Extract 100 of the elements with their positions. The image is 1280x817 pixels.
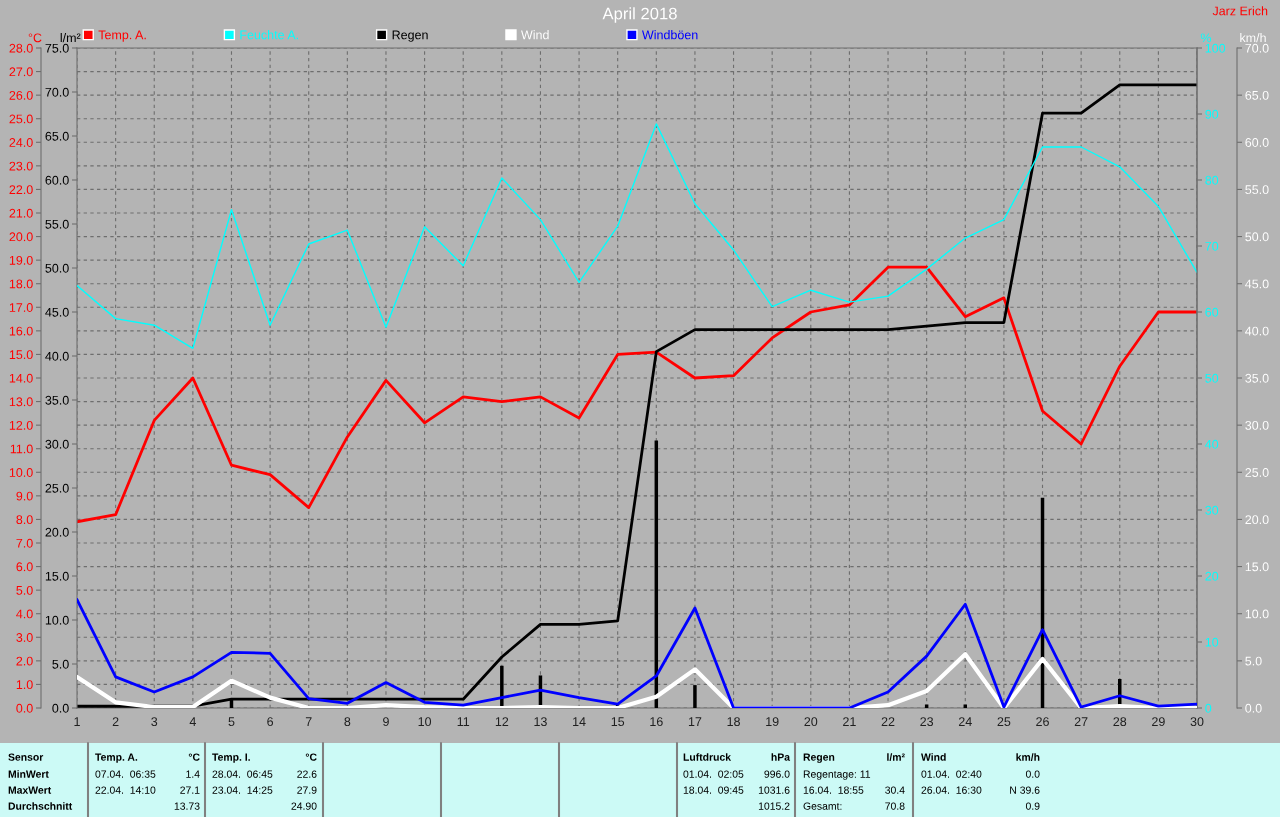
text: km/h 0.0 N 39.6 0.9 bbox=[1010, 753, 1040, 810]
y2-tick-label: 5.0 bbox=[52, 659, 69, 669]
y3-tick-label: 50 bbox=[1205, 373, 1219, 383]
y2-tick-label: 55.0 bbox=[45, 219, 69, 229]
text: l/m² 30.4 70.8 bbox=[885, 753, 905, 810]
y3-axis-title: % bbox=[1200, 33, 1212, 43]
y2-tick-label: 10.0 bbox=[45, 615, 69, 625]
y-tick-label: 24.0 bbox=[9, 138, 33, 147]
x-tick-label: 7 bbox=[305, 717, 312, 726]
y-tick-label: 5.0 bbox=[1245, 656, 1262, 666]
y-tick-label: 0.0 bbox=[16, 703, 33, 713]
text: Wind 01.04. 02:40 26.04. 16:30 bbox=[921, 753, 982, 794]
y2-tick-label: 50.0 bbox=[45, 263, 69, 273]
y2-tick-label: 45.0 bbox=[45, 307, 69, 317]
legend-label: Temp. A. bbox=[98, 30, 146, 42]
y-tick-label: 2.0 bbox=[16, 656, 33, 666]
y2-tick-label: 25.0 bbox=[45, 483, 69, 493]
y-tick-label: 9.0 bbox=[16, 491, 33, 501]
y2-tick-label: 20.0 bbox=[45, 527, 69, 537]
x-tick-label: 10 bbox=[418, 717, 432, 727]
x-tick-label: 5 bbox=[228, 717, 235, 727]
text: Luftdruck 01.04. 02:05 18.04. 09:45 bbox=[683, 753, 744, 794]
text: Jarz Erich bbox=[1212, 6, 1268, 16]
y2-tick-label: 65.0 bbox=[45, 131, 69, 141]
text: °C 1.4 27.1 13.73 bbox=[174, 753, 200, 810]
y-tick-label: 20.0 bbox=[9, 232, 33, 242]
x-tick-label: 27 bbox=[1074, 717, 1088, 726]
y2-tick-label: 35.0 bbox=[45, 395, 69, 405]
y-tick-label: 22.0 bbox=[9, 185, 33, 195]
y-tick-label: 28.0 bbox=[9, 43, 33, 53]
y-tick-label: 6.0 bbox=[16, 562, 33, 572]
y2-tick-label: 40.0 bbox=[45, 351, 69, 361]
y-tick-label: 18.0 bbox=[9, 279, 33, 289]
y3-tick-label: 40 bbox=[1205, 439, 1219, 449]
y-tick-label: 35.0 bbox=[1245, 373, 1269, 383]
x-tick-label: 26 bbox=[1036, 717, 1049, 727]
x-tick-label: 18 bbox=[727, 717, 740, 727]
x-tick-label: 11 bbox=[457, 717, 470, 726]
x-tick-label: 9 bbox=[383, 717, 389, 727]
y2-tick-label: 0.0 bbox=[52, 703, 69, 713]
x-tick-label: 23 bbox=[920, 717, 934, 727]
y-tick-label: 11.0 bbox=[10, 444, 33, 454]
y-tick-label: 26.0 bbox=[9, 90, 33, 100]
x-tick-label: 29 bbox=[1152, 717, 1165, 727]
y3-tick-label: 90 bbox=[1205, 109, 1219, 119]
y-tick-label: 21.0 bbox=[9, 208, 33, 218]
y-tick-label: 65.0 bbox=[1245, 90, 1269, 100]
chart-title: April 2018 bbox=[602, 7, 677, 23]
y-tick-label: 10.0 bbox=[1245, 609, 1269, 619]
y-tick-label: 3.0 bbox=[16, 633, 33, 642]
x-tick-label: 15 bbox=[611, 717, 625, 727]
y-tick-label: 13.0 bbox=[9, 397, 33, 407]
text: Sensor MinWert MaxWert Durchschnitt bbox=[8, 753, 73, 810]
y3-tick-label: 70 bbox=[1205, 241, 1219, 251]
legend-label: Regen bbox=[392, 30, 428, 42]
y-tick-label: 23.0 bbox=[9, 161, 33, 171]
x-tick-label: 17 bbox=[688, 717, 702, 726]
y2-tick-label: 15.0 bbox=[45, 571, 69, 581]
y-tick-label: 27.0 bbox=[9, 67, 33, 77]
x-tick-label: 20 bbox=[804, 717, 818, 727]
x-tick-label: 16 bbox=[650, 717, 663, 727]
y-tick-label: 60.0 bbox=[1245, 138, 1269, 147]
y3-tick-label: 30 bbox=[1205, 505, 1219, 515]
legend-label: Windböen bbox=[642, 30, 698, 40]
y2-tick-label: 60.0 bbox=[45, 175, 69, 185]
y-tick-label: 15.0 bbox=[9, 350, 33, 360]
y-tick-label: 17.0 bbox=[9, 303, 33, 312]
y-tick-label: 1.0 bbox=[16, 680, 33, 690]
text: hPa 996.0 1031.6 1015.2 bbox=[758, 753, 791, 810]
y3-tick-label: 0 bbox=[1205, 703, 1212, 713]
y-tick-label: 16.0 bbox=[9, 326, 33, 336]
y-tick-label: 25.0 bbox=[1245, 468, 1269, 477]
y3-tick-label: 100 bbox=[1205, 43, 1226, 53]
y-tick-label: 19.0 bbox=[9, 255, 33, 265]
x-tick-label: 3 bbox=[151, 717, 158, 727]
y-tick-label: 15.0 bbox=[1245, 562, 1269, 572]
text: °C 22.6 27.9 24.90 bbox=[291, 753, 317, 810]
x-tick-label: 28 bbox=[1113, 717, 1127, 727]
x-tick-label: 13 bbox=[534, 717, 547, 727]
y-tick-label: 30.0 bbox=[1245, 420, 1269, 430]
x-tick-label: 24 bbox=[958, 717, 972, 726]
y-axis-title: km/h bbox=[1240, 33, 1266, 43]
y-tick-label: 70.0 bbox=[1245, 43, 1269, 53]
x-tick-label: 4 bbox=[189, 717, 196, 726]
y3-tick-label: 60 bbox=[1205, 307, 1219, 317]
y-tick-label: 10.0 bbox=[9, 468, 33, 477]
x-tick-label: 25 bbox=[997, 717, 1011, 727]
y-tick-label: 40.0 bbox=[1245, 326, 1269, 336]
x-tick-label: 30 bbox=[1190, 717, 1204, 727]
y-tick-label: 20.0 bbox=[1245, 515, 1269, 525]
text: Regen Regentage: 11 16.04. 18:55 Gesamt: bbox=[803, 753, 871, 810]
y-tick-label: 5.0 bbox=[16, 585, 33, 595]
y-tick-label: 25.0 bbox=[9, 114, 33, 124]
legend-label: Wind bbox=[521, 30, 549, 40]
y3-tick-label: 20 bbox=[1205, 571, 1219, 581]
y-tick-label: 45.0 bbox=[1245, 279, 1269, 289]
x-tick-label: 6 bbox=[267, 717, 274, 727]
y-axis-title: °C bbox=[28, 33, 42, 43]
y2-tick-label: 70.0 bbox=[45, 87, 69, 97]
x-tick-label: 19 bbox=[766, 717, 779, 727]
